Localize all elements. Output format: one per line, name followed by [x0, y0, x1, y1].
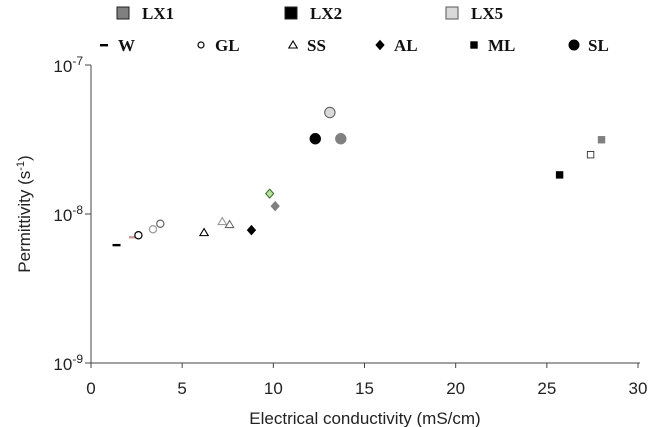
point-sl-lx2 [309, 133, 321, 145]
y-tick-label-base: 10 [53, 57, 72, 76]
legend-label-sl: SL [588, 36, 609, 55]
legend-label-lx2: LX2 [310, 4, 342, 23]
y-tick-label-exponent: -9 [72, 352, 83, 366]
point-gl-lx5 [148, 225, 158, 234]
legend-label-lx1: LX1 [142, 4, 174, 23]
legend-marker-ss [287, 39, 299, 49]
point-ss-lx2 [198, 227, 210, 237]
legend-marker-gl [197, 41, 205, 49]
point-sl-lx1 [335, 133, 347, 145]
y-axis-title-close: ) [15, 155, 34, 161]
point-ml-lx5 [586, 151, 595, 159]
point-ss-lx1 [224, 219, 235, 229]
legend: LX1 LX2 LX5 W GL SS AL ML SL [100, 4, 609, 55]
point-al-lx2 [246, 224, 257, 236]
point-ml-lx2 [555, 171, 564, 179]
x-tick-label: 5 [177, 379, 186, 398]
x-ticks: 0 5 10 15 20 25 30 [86, 363, 647, 398]
y-axis-title-superscript: -1 [15, 161, 27, 171]
x-tick-label: 30 [629, 379, 648, 398]
y-ticks: 10-910-810-7 [53, 54, 91, 374]
y-axis-title-main: Permittivity (s [15, 171, 34, 273]
legend-label-ml: ML [488, 36, 515, 55]
y-tick-label-base: 10 [53, 206, 72, 225]
legend-swatch-lx5 [445, 6, 459, 20]
legend-marker-sl [568, 39, 580, 51]
point-al-lx1 [270, 200, 280, 212]
x-axis-title: Electrical conductivity (mS/cm) [249, 409, 480, 427]
legend-marker-w [100, 44, 108, 47]
legend-label-lx5: LX5 [471, 4, 503, 23]
x-tick-label: 20 [446, 379, 465, 398]
point-gl-lx1 [156, 219, 165, 228]
legend-label-w: W [118, 36, 135, 55]
data-points [112, 106, 606, 247]
plot-area: 10-910-810-7 0 5 10 15 20 25 30 [53, 54, 647, 398]
x-tick-label: 10 [264, 379, 283, 398]
x-tick-label: 25 [537, 379, 556, 398]
y-tick-label: 10-8 [53, 203, 83, 225]
point-al-lx5 [265, 188, 275, 199]
point-gl-lx2 [134, 231, 143, 240]
legend-swatch-lx2 [284, 6, 298, 20]
point-w-lx2 [112, 243, 121, 247]
x-tick-label: 0 [86, 379, 95, 398]
legend-label-al: AL [394, 36, 418, 55]
y-tick-label-exponent: -7 [72, 54, 83, 68]
legend-label-ss: SS [307, 36, 326, 55]
legend-swatch-lx1 [116, 6, 130, 20]
legend-label-gl: GL [215, 36, 240, 55]
y-tick-label: 10-9 [53, 352, 83, 374]
point-sl-lx5 [324, 106, 336, 119]
y-axis-title: Permittivity (s-1) [15, 155, 34, 272]
y-tick-label: 10-7 [53, 54, 83, 76]
y-tick-label-exponent: -8 [72, 203, 83, 217]
legend-marker-ml [470, 41, 478, 49]
point-w-lx5 [128, 236, 137, 239]
x-tick-label: 15 [355, 379, 374, 398]
legend-marker-al [375, 39, 385, 51]
y-tick-label-base: 10 [53, 355, 72, 374]
point-ss-lx5 [217, 216, 228, 226]
point-ml-lx1 [597, 136, 606, 144]
